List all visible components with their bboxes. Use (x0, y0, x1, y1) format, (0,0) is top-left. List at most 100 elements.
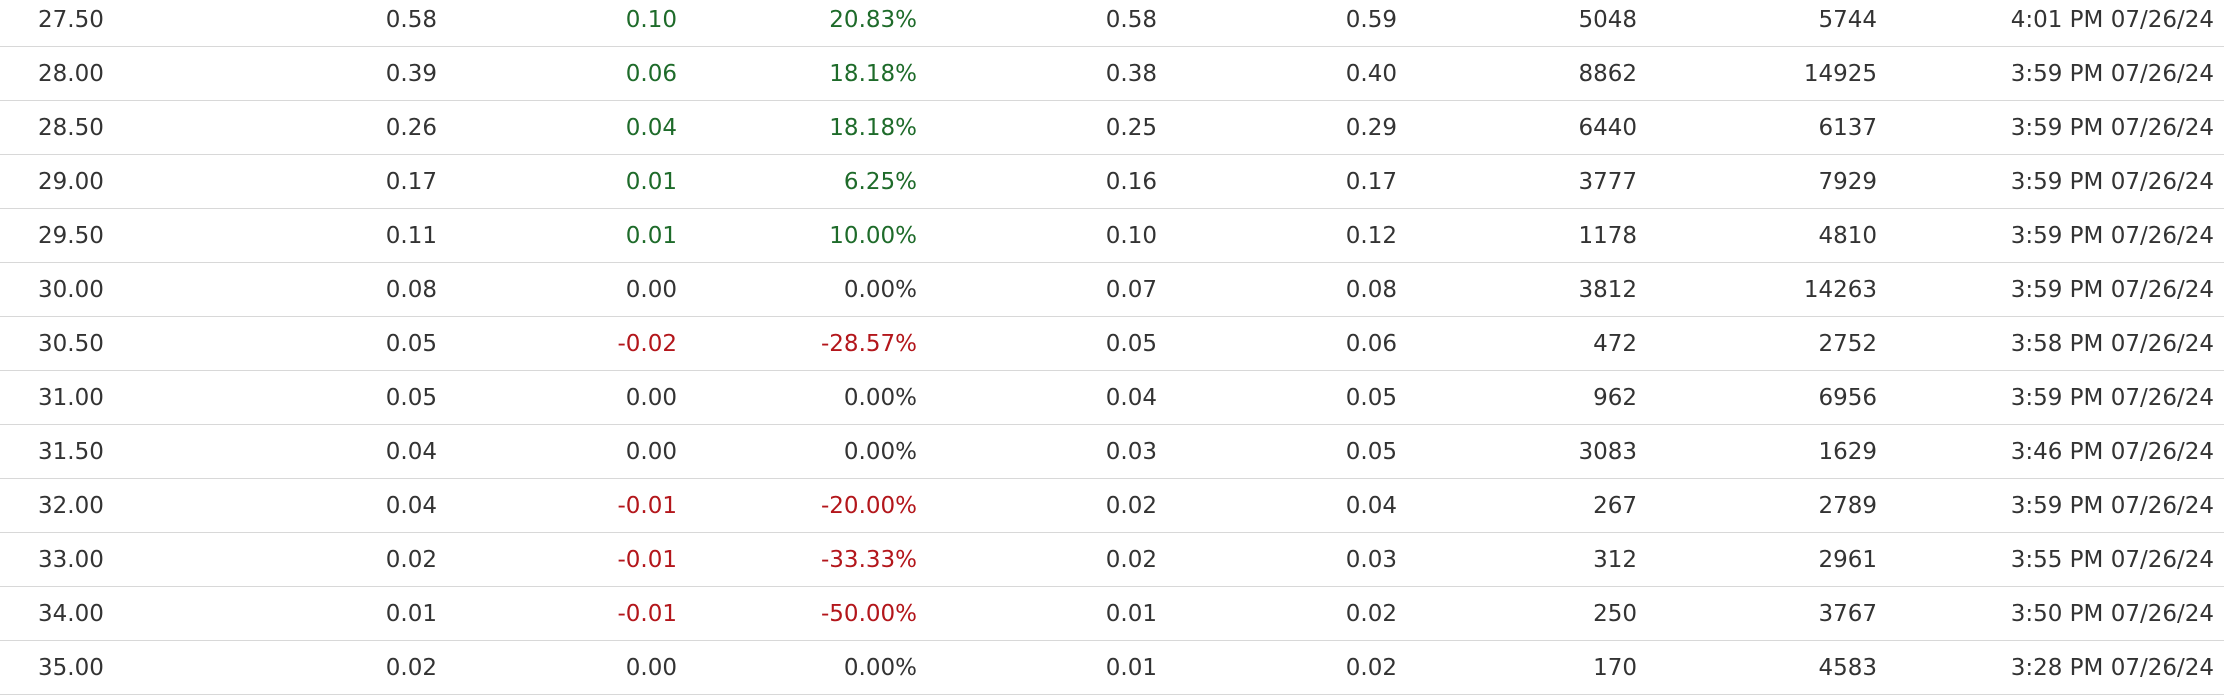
ask-price: 0.17 (1345, 169, 1397, 195)
strike-price: 34.00 (38, 601, 104, 627)
ask-price: 0.05 (1345, 385, 1397, 411)
percent-change: -33.33% (821, 547, 917, 573)
ask-price: 0.05 (1345, 439, 1397, 465)
strike-price: 28.00 (38, 61, 104, 87)
last-trade-time: 3:28 PM 07/26/24 (2010, 655, 2214, 681)
last-price: 0.05 (385, 385, 437, 411)
table-row: 31.50 0.04 0.00 0.00% 0.03 0.05 3083 1629 3:46 P… (0, 425, 2224, 479)
strike-price: 28.50 (38, 115, 104, 141)
open-interest: 2961 (1818, 547, 1877, 573)
percent-change: 0.00% (843, 439, 917, 465)
bid-price: 0.10 (1105, 223, 1157, 249)
strike-price: 31.00 (38, 385, 104, 411)
percent-change: 0.00% (843, 385, 917, 411)
last-price: 0.26 (385, 115, 437, 141)
price-change: 0.00 (625, 439, 677, 465)
last-trade-time: 3:59 PM 07/26/24 (2010, 385, 2214, 411)
last-price: 0.11 (385, 223, 437, 249)
last-price: 0.17 (385, 169, 437, 195)
bid-price: 0.01 (1105, 601, 1157, 627)
open-interest: 6137 (1818, 115, 1877, 141)
ask-price: 0.06 (1345, 331, 1397, 357)
ask-price: 0.40 (1345, 61, 1397, 87)
last-trade-time: 3:50 PM 07/26/24 (2010, 601, 2214, 627)
bid-price: 0.01 (1105, 655, 1157, 681)
ask-price: 0.12 (1345, 223, 1397, 249)
percent-change: 18.18% (829, 115, 917, 141)
ask-price: 0.04 (1345, 493, 1397, 519)
volume: 312 (1593, 547, 1637, 573)
price-change: -0.01 (617, 493, 677, 519)
ask-price: 0.03 (1345, 547, 1397, 573)
ask-price: 0.29 (1345, 115, 1397, 141)
price-change: 0.04 (625, 115, 677, 141)
last-trade-time: 3:59 PM 07/26/24 (2010, 493, 2214, 519)
percent-change: 0.00% (843, 655, 917, 681)
open-interest: 2752 (1818, 331, 1877, 357)
volume: 472 (1593, 331, 1637, 357)
strike-price: 30.50 (38, 331, 104, 357)
bid-price: 0.38 (1105, 61, 1157, 87)
ask-price: 0.02 (1345, 601, 1397, 627)
percent-change: 6.25% (843, 169, 917, 195)
strike-price: 32.00 (38, 493, 104, 519)
table-row: 34.00 0.01 -0.01 -50.00% 0.01 0.02 250 3767 3:50… (0, 587, 2224, 641)
volume: 6440 (1578, 115, 1637, 141)
table-row: 35.00 0.02 0.00 0.00% 0.01 0.02 170 4583 3:28 PM… (0, 641, 2224, 695)
table-row: 32.00 0.04 -0.01 -20.00% 0.02 0.04 267 2789 3:59… (0, 479, 2224, 533)
strike-price: 30.00 (38, 277, 104, 303)
last-price: 0.04 (385, 493, 437, 519)
open-interest: 4810 (1818, 223, 1877, 249)
volume: 3812 (1578, 277, 1637, 303)
last-trade-time: 4:01 PM 07/26/24 (2010, 7, 2214, 33)
last-price: 0.08 (385, 277, 437, 303)
percent-change: -50.00% (821, 601, 917, 627)
last-price: 0.01 (385, 601, 437, 627)
percent-change: 18.18% (829, 61, 917, 87)
price-change: 0.10 (625, 7, 677, 33)
price-change: 0.00 (625, 655, 677, 681)
bid-price: 0.02 (1105, 493, 1157, 519)
bid-price: 0.03 (1105, 439, 1157, 465)
bid-price: 0.25 (1105, 115, 1157, 141)
last-price: 0.04 (385, 439, 437, 465)
bid-price: 0.16 (1105, 169, 1157, 195)
price-change: -0.02 (617, 331, 677, 357)
bid-price: 0.02 (1105, 547, 1157, 573)
strike-price: 33.00 (38, 547, 104, 573)
table-row: 29.00 0.17 0.01 6.25% 0.16 0.17 3777 7929 3:59 P… (0, 155, 2224, 209)
last-price: 0.58 (385, 7, 437, 33)
open-interest: 1629 (1818, 439, 1877, 465)
last-trade-time: 3:59 PM 07/26/24 (2010, 277, 2214, 303)
open-interest: 3767 (1818, 601, 1877, 627)
open-interest: 14925 (1803, 61, 1877, 87)
table-row: 27.50 0.58 0.10 20.83% 0.58 0.59 5048 5744 4:01 … (0, 0, 2224, 47)
volume: 170 (1593, 655, 1637, 681)
last-price: 0.05 (385, 331, 437, 357)
bid-price: 0.07 (1105, 277, 1157, 303)
last-trade-time: 3:58 PM 07/26/24 (2010, 331, 2214, 357)
bid-price: 0.05 (1105, 331, 1157, 357)
open-interest: 6956 (1818, 385, 1877, 411)
last-trade-time: 3:59 PM 07/26/24 (2010, 61, 2214, 87)
table-row: 30.00 0.08 0.00 0.00% 0.07 0.08 3812 14263 3:59 … (0, 263, 2224, 317)
open-interest: 4583 (1818, 655, 1877, 681)
strike-price: 29.50 (38, 223, 104, 249)
price-change: 0.00 (625, 385, 677, 411)
strike-price: 31.50 (38, 439, 104, 465)
ask-price: 0.59 (1345, 7, 1397, 33)
ask-price: 0.02 (1345, 655, 1397, 681)
price-change: 0.01 (625, 223, 677, 249)
last-trade-time: 3:55 PM 07/26/24 (2010, 547, 2214, 573)
volume: 8862 (1578, 61, 1637, 87)
volume: 962 (1593, 385, 1637, 411)
table-row: 28.50 0.26 0.04 18.18% 0.25 0.29 6440 6137 3:59 … (0, 101, 2224, 155)
table-row: 29.50 0.11 0.01 10.00% 0.10 0.12 1178 4810 3:59 … (0, 209, 2224, 263)
strike-price: 27.50 (38, 7, 104, 33)
last-trade-time: 3:59 PM 07/26/24 (2010, 223, 2214, 249)
last-trade-time: 3:59 PM 07/26/24 (2010, 115, 2214, 141)
volume: 5048 (1578, 7, 1637, 33)
last-price: 0.02 (385, 655, 437, 681)
price-change: 0.00 (625, 277, 677, 303)
